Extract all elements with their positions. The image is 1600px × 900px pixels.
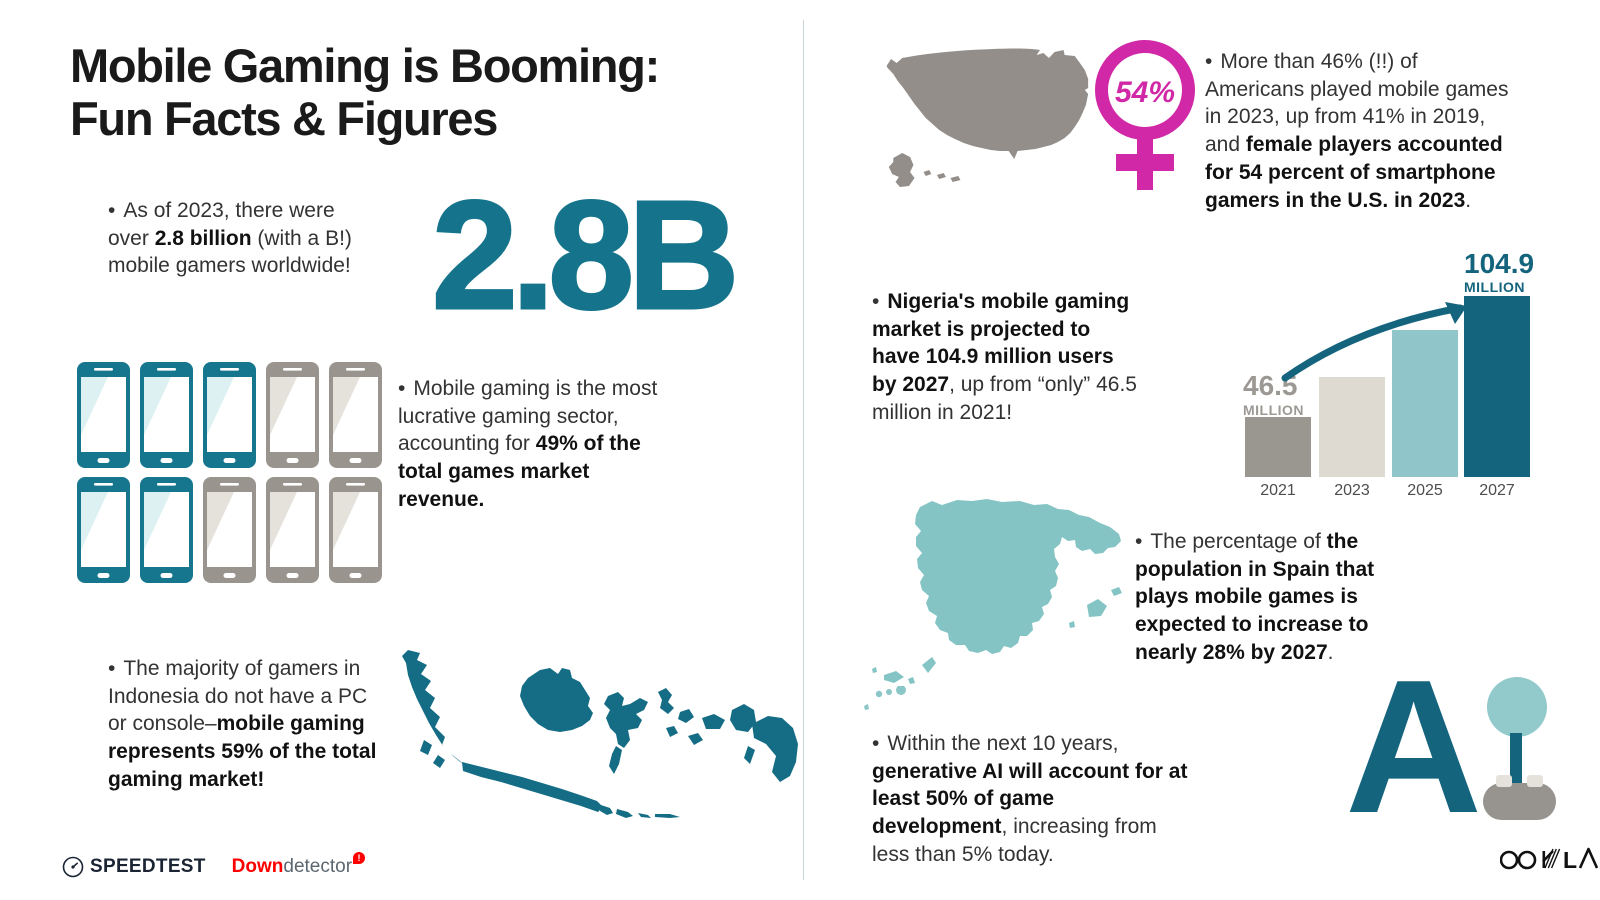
svg-text:A: A	[1345, 675, 1482, 820]
svg-text:54%: 54%	[1115, 76, 1175, 109]
svg-text:L: L	[1563, 847, 1577, 873]
